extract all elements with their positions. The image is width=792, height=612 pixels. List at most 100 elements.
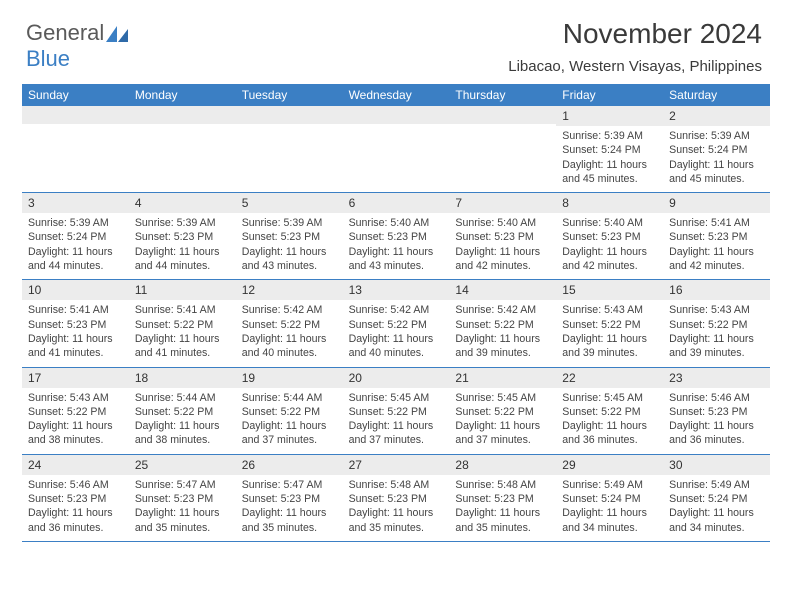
day-info: Sunrise: 5:44 AMSunset: 5:22 PMDaylight:… <box>236 388 343 454</box>
day-info: Sunrise: 5:41 AMSunset: 5:23 PMDaylight:… <box>663 213 770 279</box>
sunrise-text: Sunrise: 5:47 AM <box>242 478 337 492</box>
calendar-cell <box>129 106 236 192</box>
day-number: 26 <box>236 455 343 475</box>
daylight-text: Daylight: 11 hours and 37 minutes. <box>455 419 550 448</box>
day-info: Sunrise: 5:47 AMSunset: 5:23 PMDaylight:… <box>236 475 343 541</box>
day-info: Sunrise: 5:40 AMSunset: 5:23 PMDaylight:… <box>343 213 450 279</box>
day-number: 22 <box>556 368 663 388</box>
day-info <box>343 124 450 184</box>
day-info: Sunrise: 5:39 AMSunset: 5:24 PMDaylight:… <box>22 213 129 279</box>
logo-text-blue: Blue <box>26 46 70 71</box>
calendar-cell: 11Sunrise: 5:41 AMSunset: 5:22 PMDayligh… <box>129 280 236 366</box>
calendar-cell: 25Sunrise: 5:47 AMSunset: 5:23 PMDayligh… <box>129 455 236 541</box>
daylight-text: Daylight: 11 hours and 43 minutes. <box>242 245 337 274</box>
daylight-text: Daylight: 11 hours and 35 minutes. <box>242 506 337 535</box>
day-info: Sunrise: 5:42 AMSunset: 5:22 PMDaylight:… <box>449 300 556 366</box>
day-number: 11 <box>129 280 236 300</box>
sunset-text: Sunset: 5:24 PM <box>669 492 764 506</box>
calendar-cell <box>343 106 450 192</box>
day-info: Sunrise: 5:48 AMSunset: 5:23 PMDaylight:… <box>449 475 556 541</box>
day-info: Sunrise: 5:39 AMSunset: 5:23 PMDaylight:… <box>236 213 343 279</box>
daylight-text: Daylight: 11 hours and 36 minutes. <box>28 506 123 535</box>
day-info: Sunrise: 5:46 AMSunset: 5:23 PMDaylight:… <box>663 388 770 454</box>
sunrise-text: Sunrise: 5:45 AM <box>562 391 657 405</box>
calendar-cell: 12Sunrise: 5:42 AMSunset: 5:22 PMDayligh… <box>236 280 343 366</box>
sunset-text: Sunset: 5:23 PM <box>349 230 444 244</box>
day-info <box>449 124 556 184</box>
sunset-text: Sunset: 5:22 PM <box>349 405 444 419</box>
daylight-text: Daylight: 11 hours and 42 minutes. <box>455 245 550 274</box>
day-header: Saturday <box>663 84 770 106</box>
daylight-text: Daylight: 11 hours and 41 minutes. <box>28 332 123 361</box>
sunset-text: Sunset: 5:23 PM <box>28 492 123 506</box>
day-info: Sunrise: 5:43 AMSunset: 5:22 PMDaylight:… <box>663 300 770 366</box>
calendar-cell: 14Sunrise: 5:42 AMSunset: 5:22 PMDayligh… <box>449 280 556 366</box>
sunrise-text: Sunrise: 5:42 AM <box>242 303 337 317</box>
day-info: Sunrise: 5:42 AMSunset: 5:22 PMDaylight:… <box>343 300 450 366</box>
sunrise-text: Sunrise: 5:39 AM <box>562 129 657 143</box>
daylight-text: Daylight: 11 hours and 40 minutes. <box>349 332 444 361</box>
day-number: 17 <box>22 368 129 388</box>
day-header: Monday <box>129 84 236 106</box>
sunset-text: Sunset: 5:22 PM <box>135 405 230 419</box>
calendar-cell: 2Sunrise: 5:39 AMSunset: 5:24 PMDaylight… <box>663 106 770 192</box>
daylight-text: Daylight: 11 hours and 42 minutes. <box>562 245 657 274</box>
sunset-text: Sunset: 5:23 PM <box>135 230 230 244</box>
daylight-text: Daylight: 11 hours and 37 minutes. <box>349 419 444 448</box>
daylight-text: Daylight: 11 hours and 44 minutes. <box>28 245 123 274</box>
sunrise-text: Sunrise: 5:40 AM <box>349 216 444 230</box>
day-header: Wednesday <box>343 84 450 106</box>
day-info: Sunrise: 5:40 AMSunset: 5:23 PMDaylight:… <box>556 213 663 279</box>
calendar-cell: 28Sunrise: 5:48 AMSunset: 5:23 PMDayligh… <box>449 455 556 541</box>
day-info: Sunrise: 5:41 AMSunset: 5:22 PMDaylight:… <box>129 300 236 366</box>
day-number <box>129 106 236 124</box>
calendar-cell: 17Sunrise: 5:43 AMSunset: 5:22 PMDayligh… <box>22 368 129 454</box>
sunset-text: Sunset: 5:22 PM <box>349 318 444 332</box>
day-info: Sunrise: 5:43 AMSunset: 5:22 PMDaylight:… <box>22 388 129 454</box>
day-info <box>22 124 129 184</box>
sunrise-text: Sunrise: 5:40 AM <box>455 216 550 230</box>
calendar-week: 1Sunrise: 5:39 AMSunset: 5:24 PMDaylight… <box>22 106 770 193</box>
calendar-cell <box>22 106 129 192</box>
day-header: Tuesday <box>236 84 343 106</box>
calendar-cell: 13Sunrise: 5:42 AMSunset: 5:22 PMDayligh… <box>343 280 450 366</box>
daylight-text: Daylight: 11 hours and 37 minutes. <box>242 419 337 448</box>
sunrise-text: Sunrise: 5:44 AM <box>242 391 337 405</box>
sunrise-text: Sunrise: 5:43 AM <box>562 303 657 317</box>
sunrise-text: Sunrise: 5:48 AM <box>455 478 550 492</box>
sunrise-text: Sunrise: 5:40 AM <box>562 216 657 230</box>
calendar-cell: 7Sunrise: 5:40 AMSunset: 5:23 PMDaylight… <box>449 193 556 279</box>
sunrise-text: Sunrise: 5:44 AM <box>135 391 230 405</box>
day-info <box>129 124 236 184</box>
day-number: 24 <box>22 455 129 475</box>
sunset-text: Sunset: 5:22 PM <box>455 318 550 332</box>
calendar-cell: 29Sunrise: 5:49 AMSunset: 5:24 PMDayligh… <box>556 455 663 541</box>
day-number: 20 <box>343 368 450 388</box>
brand-logo: General Blue <box>26 20 128 72</box>
calendar-week: 24Sunrise: 5:46 AMSunset: 5:23 PMDayligh… <box>22 455 770 542</box>
calendar-cell: 21Sunrise: 5:45 AMSunset: 5:22 PMDayligh… <box>449 368 556 454</box>
sunrise-text: Sunrise: 5:43 AM <box>669 303 764 317</box>
day-number: 4 <box>129 193 236 213</box>
calendar-week: 3Sunrise: 5:39 AMSunset: 5:24 PMDaylight… <box>22 193 770 280</box>
day-number <box>236 106 343 124</box>
day-number: 23 <box>663 368 770 388</box>
sunrise-text: Sunrise: 5:41 AM <box>28 303 123 317</box>
sunset-text: Sunset: 5:22 PM <box>135 318 230 332</box>
daylight-text: Daylight: 11 hours and 41 minutes. <box>135 332 230 361</box>
calendar-cell: 15Sunrise: 5:43 AMSunset: 5:22 PMDayligh… <box>556 280 663 366</box>
logo-sail-icon <box>106 26 128 42</box>
day-info: Sunrise: 5:45 AMSunset: 5:22 PMDaylight:… <box>343 388 450 454</box>
daylight-text: Daylight: 11 hours and 43 minutes. <box>349 245 444 274</box>
sunrise-text: Sunrise: 5:39 AM <box>135 216 230 230</box>
day-number: 15 <box>556 280 663 300</box>
day-number: 5 <box>236 193 343 213</box>
day-number: 1 <box>556 106 663 126</box>
daylight-text: Daylight: 11 hours and 35 minutes. <box>135 506 230 535</box>
sunset-text: Sunset: 5:24 PM <box>562 492 657 506</box>
day-header-row: Sunday Monday Tuesday Wednesday Thursday… <box>22 84 770 106</box>
daylight-text: Daylight: 11 hours and 39 minutes. <box>455 332 550 361</box>
day-number: 21 <box>449 368 556 388</box>
day-header: Thursday <box>449 84 556 106</box>
calendar-cell <box>449 106 556 192</box>
